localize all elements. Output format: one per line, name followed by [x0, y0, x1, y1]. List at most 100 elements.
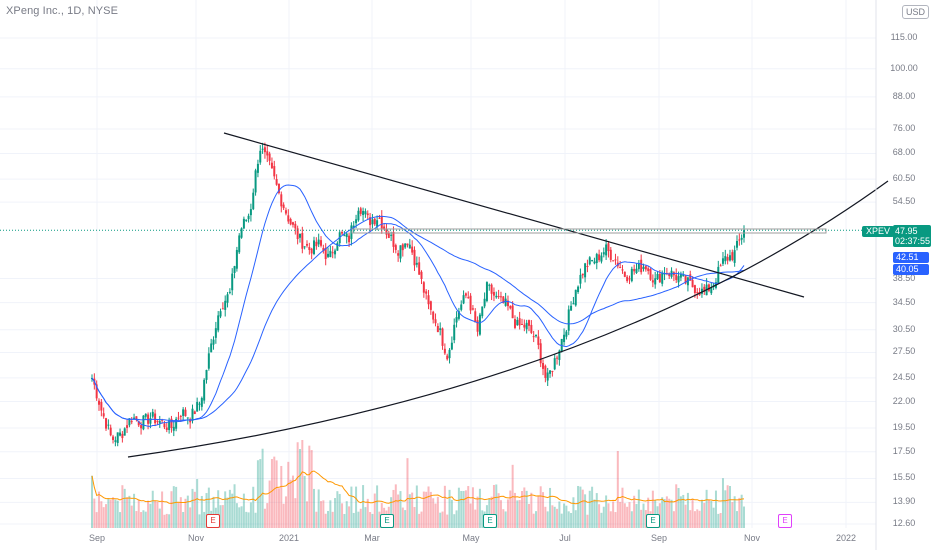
volume-bar: [128, 495, 131, 528]
volume-bar: [308, 445, 311, 528]
symbol-title[interactable]: XPeng Inc., 1D, NYSE: [6, 5, 119, 17]
volume-bar: [743, 506, 745, 528]
volume-bar: [553, 506, 556, 528]
volume-bar: [270, 459, 273, 528]
candle-body: [602, 252, 605, 255]
volume-bar: [263, 508, 266, 528]
candle-body: [259, 150, 262, 163]
candle-body: [224, 300, 227, 310]
candle-body: [553, 358, 556, 370]
candle-body: [98, 400, 101, 405]
volume-bar: [287, 461, 290, 528]
candle-body: [275, 179, 278, 185]
candle-body: [308, 247, 311, 250]
candle-body: [196, 401, 199, 412]
volume-bar: [359, 508, 362, 528]
volume-bar: [142, 510, 145, 528]
candle-body: [245, 219, 248, 221]
price-tick-label: 76.00: [892, 123, 916, 134]
candle-body: [539, 343, 542, 364]
volume-bar: [200, 495, 203, 528]
volume-bar: [630, 511, 633, 528]
earnings-marker[interactable]: E: [206, 514, 220, 528]
candle-body: [397, 253, 400, 256]
volume-bar: [336, 491, 339, 528]
candle-body: [331, 252, 334, 254]
candle-body: [621, 269, 624, 271]
candle-body: [175, 418, 178, 429]
volume-bar: [661, 497, 664, 528]
candle-body: [450, 342, 453, 350]
candle-body: [154, 413, 157, 424]
volume-bar: [256, 460, 259, 528]
candle-body: [343, 235, 346, 237]
candle-body: [735, 240, 738, 248]
volume-bar: [98, 491, 101, 528]
volume-bar: [448, 489, 451, 528]
candle-body: [284, 210, 287, 214]
candle-body: [303, 246, 306, 248]
earnings-marker[interactable]: E: [380, 514, 394, 528]
volume-bar: [609, 511, 612, 528]
candle-body: [142, 415, 145, 430]
candle-body: [637, 262, 640, 270]
candle-body: [310, 248, 313, 254]
earnings-marker[interactable]: E: [483, 514, 497, 528]
earnings-marker[interactable]: E: [778, 514, 792, 528]
candle-body: [488, 284, 491, 286]
volume-bar: [331, 511, 334, 528]
volume-bar: [651, 490, 654, 528]
candle-body: [485, 282, 488, 302]
price-tick-label: 19.50: [892, 422, 916, 432]
candle-body: [320, 240, 323, 246]
volume-bar: [170, 491, 173, 528]
volume-bar: [478, 488, 481, 528]
candle-body: [651, 280, 654, 283]
candle-body: [614, 259, 617, 261]
volume-bar: [273, 456, 276, 528]
candle-body: [350, 225, 353, 239]
volume-bar: [259, 459, 262, 528]
volume-bar: [207, 487, 210, 528]
candle-body: [357, 210, 360, 221]
volume-bar: [633, 495, 636, 528]
currency-badge[interactable]: USD: [902, 5, 930, 19]
candle-body: [147, 414, 150, 424]
earnings-marker[interactable]: E: [646, 514, 660, 528]
volume-bar: [95, 512, 98, 528]
volume-bar: [121, 485, 124, 528]
time-tick-label: May: [462, 533, 480, 543]
candle-body: [455, 317, 458, 323]
candle-body: [130, 421, 133, 423]
candle-body: [390, 234, 393, 236]
candle-body: [476, 320, 479, 332]
volume-bar: [116, 500, 119, 528]
candle-body: [530, 324, 533, 333]
volume-bar: [619, 501, 622, 528]
candle-body: [546, 372, 549, 381]
candle-body: [270, 162, 273, 169]
candle-body: [446, 355, 449, 360]
volume-bar: [100, 501, 103, 528]
time-tick-label: 2021: [278, 533, 300, 543]
candle-body: [570, 305, 573, 311]
volume-bar: [296, 442, 299, 528]
volume-bar: [348, 506, 351, 528]
volume-bar: [413, 507, 416, 528]
volume-bar: [679, 496, 682, 528]
candle-body: [551, 370, 554, 372]
candle-body: [238, 235, 241, 253]
candle-body: [221, 308, 224, 310]
candle-body: [266, 151, 269, 156]
candle-body: [119, 432, 122, 436]
volume-bar: [184, 498, 187, 528]
candle-body: [572, 303, 575, 305]
volume-bar: [126, 497, 129, 528]
candle-body: [212, 339, 215, 345]
volume-bar: [291, 475, 294, 528]
candle-body: [233, 266, 236, 273]
candle-body: [378, 217, 381, 219]
volume-bar: [252, 486, 255, 528]
